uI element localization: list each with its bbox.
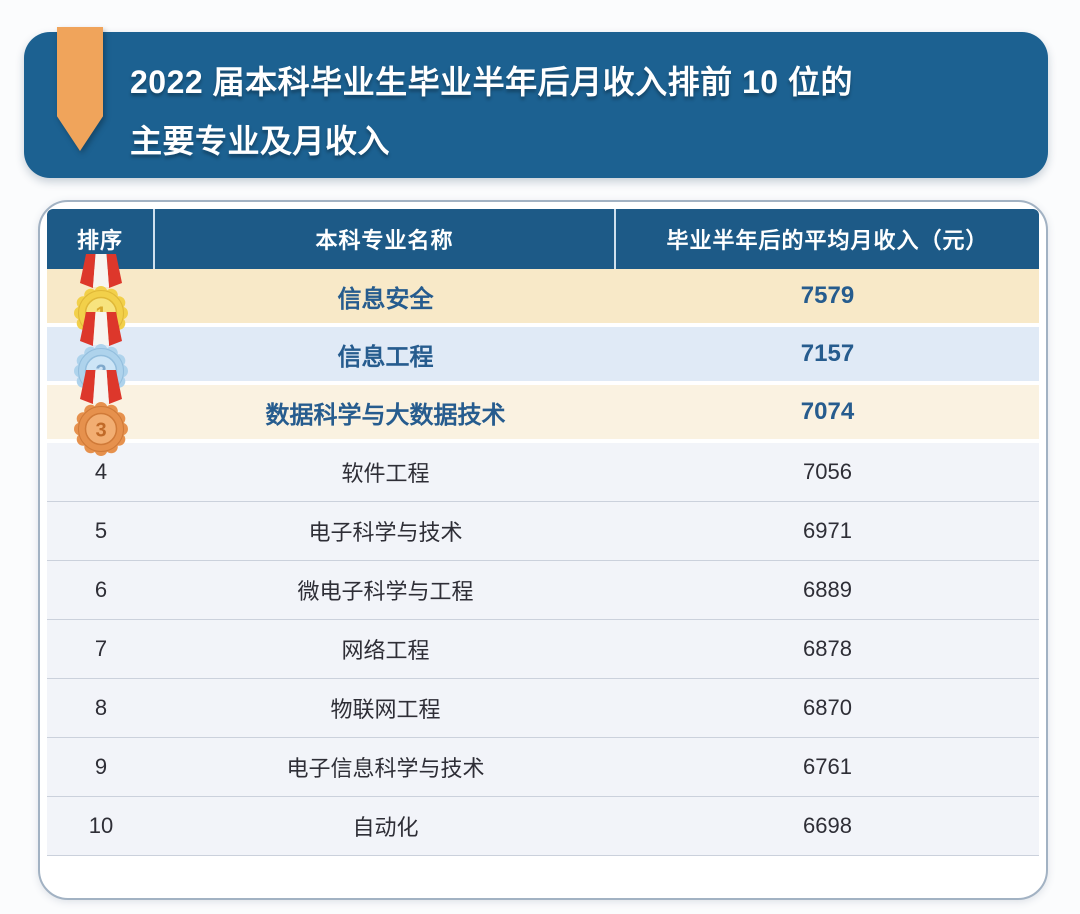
income-value: 6698 <box>616 797 1039 856</box>
major-name: 电子信息科学与技术 <box>155 738 616 797</box>
income-value: 6870 <box>616 679 1039 738</box>
table-row-rank-10: 10 自动化 6698 <box>47 797 1039 856</box>
table-row-rank-8: 8 物联网工程 6870 <box>47 679 1039 738</box>
table-row-rank-9: 9 电子信息科学与技术 6761 <box>47 738 1039 797</box>
income-value: 7074 <box>616 385 1039 443</box>
major-name: 信息工程 <box>155 327 616 385</box>
title-banner: 2022 届本科毕业生毕业半年后月收入排前 10 位的 主要专业及月收入 <box>24 27 1048 178</box>
rank-cell: 8 <box>47 679 155 738</box>
table-row-rank-4: 4 软件工程 7056 <box>47 443 1039 502</box>
table-row-rank-5: 5 电子科学与技术 6971 <box>47 502 1039 561</box>
rank-cell: 3 <box>47 370 155 456</box>
income-value: 7157 <box>616 327 1039 385</box>
table-row-rank-6: 6 微电子科学与工程 6889 <box>47 561 1039 620</box>
major-name: 自动化 <box>155 797 616 856</box>
rank-cell: 7 <box>47 620 155 679</box>
page-title: 2022 届本科毕业生毕业半年后月收入排前 10 位的 主要专业及月收入 <box>24 32 1048 171</box>
major-name: 网络工程 <box>155 620 616 679</box>
major-name: 物联网工程 <box>155 679 616 738</box>
bronze-medal-icon: 3 <box>74 370 128 456</box>
col-header-income: 毕业半年后的平均月收入（元） <box>616 209 1039 269</box>
bookmark-ribbon-icon <box>57 27 103 151</box>
income-value: 7579 <box>616 269 1039 327</box>
major-name: 信息安全 <box>155 269 616 327</box>
rank-cell: 5 <box>47 502 155 561</box>
page-title-line1: 2022 届本科毕业生毕业半年后月收入排前 10 位的 <box>130 64 853 100</box>
page-title-line2: 主要专业及月收入 <box>130 123 391 159</box>
rank-cell: 6 <box>47 561 155 620</box>
rank-cell: 10 <box>47 797 155 856</box>
major-name: 电子科学与技术 <box>155 502 616 561</box>
svg-text:3: 3 <box>95 420 106 442</box>
major-name: 数据科学与大数据技术 <box>155 385 616 443</box>
income-value: 6971 <box>616 502 1039 561</box>
major-name: 微电子科学与工程 <box>155 561 616 620</box>
col-header-major: 本科专业名称 <box>155 209 616 269</box>
rank-cell: 9 <box>47 738 155 797</box>
table-row-rank-3: 3 数据科学与大数据技术 7074 <box>47 370 1039 456</box>
table-header: 排序 本科专业名称 毕业半年后的平均月收入（元） <box>47 209 1039 269</box>
table-row-rank-7: 7 网络工程 6878 <box>47 620 1039 679</box>
income-value: 6761 <box>616 738 1039 797</box>
income-value: 6878 <box>616 620 1039 679</box>
income-value: 7056 <box>616 443 1039 502</box>
income-value: 6889 <box>616 561 1039 620</box>
major-name: 软件工程 <box>155 443 616 502</box>
